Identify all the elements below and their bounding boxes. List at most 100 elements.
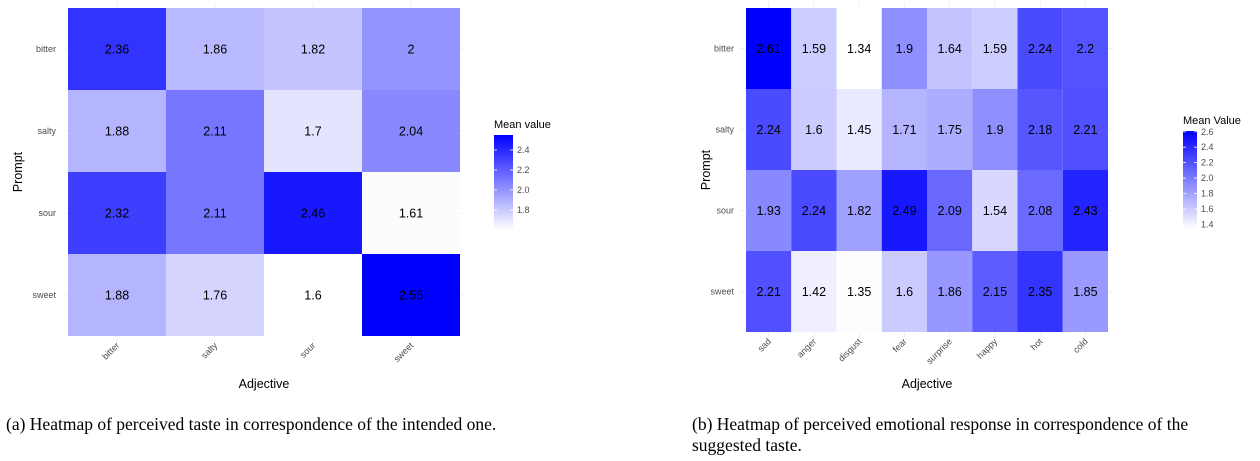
legend-tick-label: 2.0 (1201, 173, 1214, 183)
y-tick-label: salty (37, 126, 56, 136)
x-tick-label: salty (199, 340, 220, 361)
cell-value-label: 1.59 (802, 42, 826, 56)
heatmap-cell (264, 172, 362, 254)
x-tick-label: cold (1071, 336, 1090, 355)
cell-value-label: 2.04 (399, 125, 423, 139)
cell-value-label: 1.61 (399, 207, 423, 221)
cell-value-label: 1.59 (983, 42, 1007, 56)
legend-tick-label: 2.0 (517, 185, 530, 195)
heatmap-panel-b: 2.61 1.59 1.34 1.9 1.64 1.59 2.24 2.2 2.24 1.6 1.4… (699, 2, 1241, 391)
cell-value-label: 2.49 (892, 204, 916, 218)
heatmap-cell (972, 170, 1018, 251)
heatmap-cell (264, 90, 362, 172)
heatmap-cell (927, 8, 973, 89)
heatmap-cell (836, 8, 882, 89)
x-tick-label: anger (795, 336, 818, 359)
y-tick-label: bitter (714, 44, 734, 54)
heatmap-cell (1017, 251, 1063, 332)
heatmap-cell (791, 251, 837, 332)
heatmap-cell (746, 251, 792, 332)
heatmap-cell (68, 90, 166, 172)
x-tick-label: sour (298, 340, 317, 359)
heatmap-cell (881, 251, 927, 332)
y-tick-label: sour (38, 208, 56, 218)
heatmap-cell (68, 172, 166, 254)
cell-value-label: 1.82 (301, 43, 325, 57)
heatmap-cell (836, 170, 882, 251)
heatmap-cell (166, 90, 264, 172)
heatmap-cell (362, 8, 460, 90)
heatmap-cell (881, 8, 927, 89)
legend-tick-label: 2.2 (517, 165, 530, 175)
x-tick-label: hot (1029, 336, 1045, 352)
x-tick-label: disgust (836, 336, 864, 364)
legend-title: Mean value (494, 119, 551, 131)
cell-value-label: 2.36 (105, 43, 129, 57)
heatmap-cell (68, 254, 166, 336)
cell-value-label: 2.24 (802, 204, 826, 218)
cell-value-label: 2.35 (1028, 285, 1052, 299)
heatmap-cell (1017, 89, 1063, 170)
legend-tick-label: 2.2 (1201, 158, 1214, 168)
legend-title: Mean Value (1183, 115, 1241, 127)
heatmap-cell (927, 89, 973, 170)
heatmap-cell (166, 172, 264, 254)
heatmap-cell (264, 254, 362, 336)
heatmap-cell (1062, 89, 1108, 170)
cell-value-label: 2.46 (301, 207, 325, 221)
heatmap-cell (972, 251, 1018, 332)
x-tick-label: sad (756, 336, 773, 353)
y-tick-label: sweet (32, 290, 56, 300)
cell-value-label: 1.75 (937, 123, 961, 137)
legend-colorbar (1183, 131, 1197, 229)
heatmap-cell (1062, 8, 1108, 89)
cell-value-label: 2.21 (756, 285, 780, 299)
cell-value-label: 2.11 (203, 207, 226, 221)
heatmap-cell (1062, 170, 1108, 251)
heatmap-cell (362, 90, 460, 172)
heatmap-cell (836, 251, 882, 332)
heatmap-cell (264, 8, 362, 90)
x-axis-title: Adjective (902, 377, 953, 391)
cell-value-label: 1.7 (304, 125, 321, 139)
heatmap-cell (746, 8, 792, 89)
cell-value-label: 1.9 (896, 42, 913, 56)
cell-value-label: 2.18 (1028, 123, 1052, 137)
heatmap-cell (746, 89, 792, 170)
cell-value-label: 2 (408, 43, 415, 57)
cell-value-label: 1.34 (847, 42, 871, 56)
legend-tick-label: 1.8 (517, 205, 530, 215)
heatmap-cell (836, 89, 882, 170)
cell-value-label: 1.86 (937, 285, 961, 299)
legend-tick-label: 2.4 (1201, 142, 1214, 152)
x-tick-label: sweet (392, 340, 416, 364)
heatmap-cell (166, 8, 264, 90)
legend-colorbar (494, 135, 513, 230)
cell-value-label: 1.6 (805, 123, 822, 137)
cell-value-label: 2.61 (756, 42, 780, 56)
x-axis-title: Adjective (239, 377, 290, 391)
heatmap-panel-a: 2.36 1.86 1.82 2 1.88 2.11 1.7 2.04 2.32 2.11 2.46… (11, 2, 551, 391)
cell-value-label: 1.93 (756, 204, 780, 218)
cell-value-label: 1.64 (937, 42, 961, 56)
cell-value-label: 1.42 (802, 285, 826, 299)
heatmap-cell (1017, 170, 1063, 251)
heatmap-cell (362, 254, 460, 336)
cell-value-label: 1.85 (1073, 285, 1097, 299)
cell-value-label: 1.6 (304, 289, 321, 303)
heatmap-cell (1017, 8, 1063, 89)
legend-tick-label: 1.4 (1201, 219, 1214, 229)
heatmap-cell (791, 170, 837, 251)
cell-value-label: 1.86 (203, 43, 227, 57)
cell-value-label: 2.08 (1028, 204, 1052, 218)
caption-a: (a) Heatmap of perceived taste in corres… (6, 414, 497, 434)
legend-tick-label: 1.8 (1201, 189, 1214, 199)
heatmap-cell (166, 254, 264, 336)
x-tick-label: fear (891, 336, 909, 354)
cell-value-label: 2.24 (756, 123, 780, 137)
heatmap-cell (746, 170, 792, 251)
cell-value-label: 1.88 (105, 289, 129, 303)
heatmap-cell (791, 8, 837, 89)
cell-value-label: 1.54 (983, 204, 1007, 218)
cell-value-label: 2.09 (937, 204, 961, 218)
